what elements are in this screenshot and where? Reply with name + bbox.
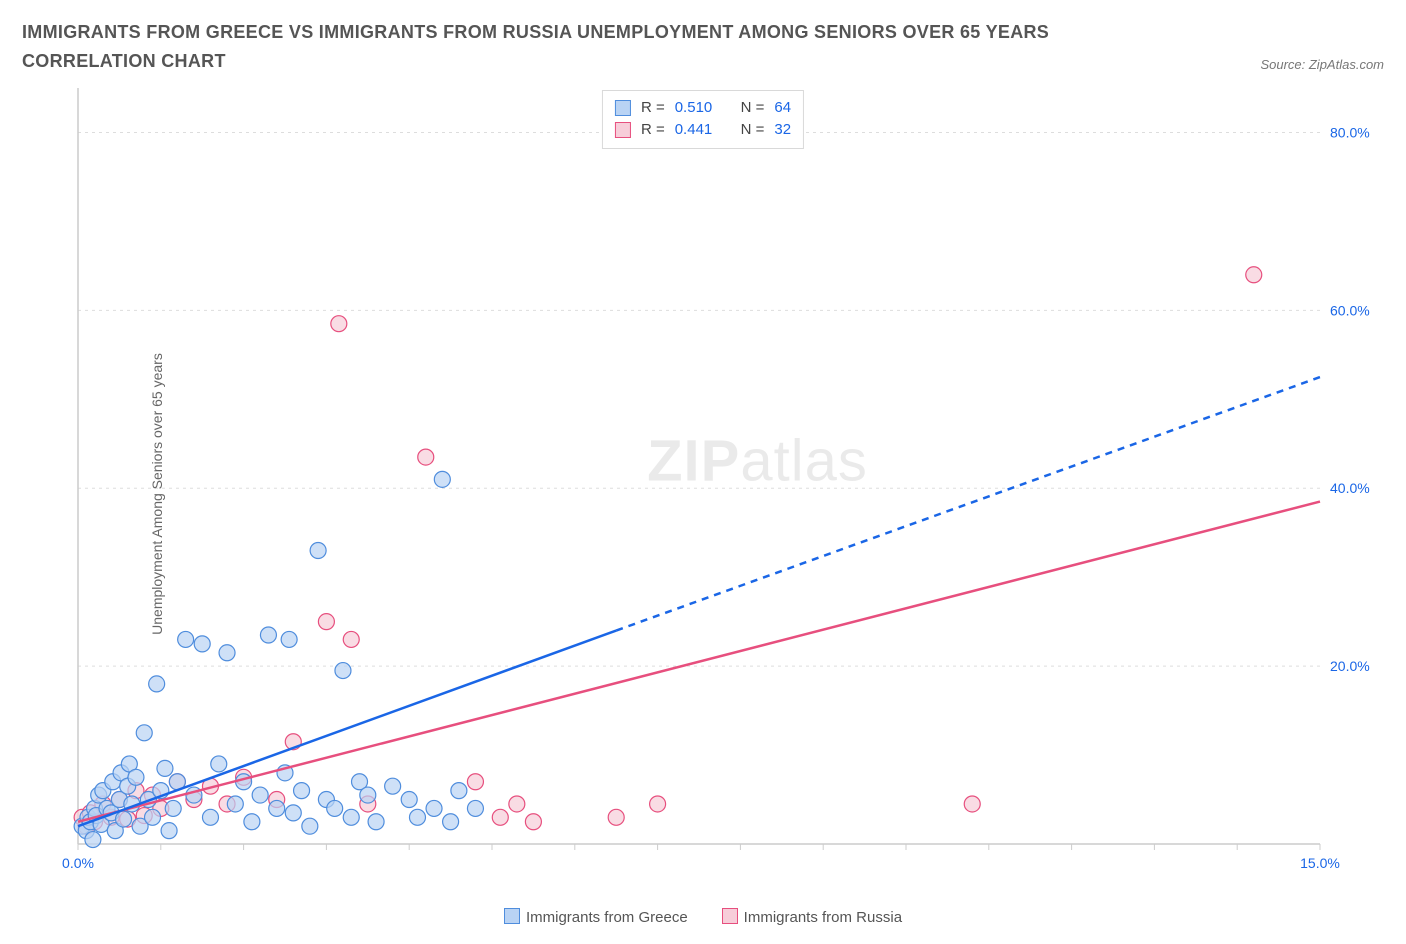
svg-text:60.0%: 60.0% bbox=[1330, 302, 1370, 318]
legend-row-russia: R = 0.441 N = 32 bbox=[615, 119, 791, 142]
series-legend: Immigrants from Greece Immigrants from R… bbox=[22, 908, 1384, 926]
legend-item-russia: Immigrants from Russia bbox=[722, 908, 902, 926]
svg-text:80.0%: 80.0% bbox=[1330, 124, 1370, 140]
legend-row-greece: R = 0.510 N = 64 bbox=[615, 97, 791, 120]
n-value-russia: 32 bbox=[774, 119, 791, 142]
r-value-greece: 0.510 bbox=[675, 97, 713, 120]
correlation-legend: R = 0.510 N = 64 R = 0.441 N = 32 bbox=[602, 90, 804, 149]
chart-title: IMMIGRANTS FROM GREECE VS IMMIGRANTS FRO… bbox=[22, 18, 1142, 76]
y-axis-title: Unemployment Among Seniors over 65 years bbox=[149, 353, 165, 635]
n-value-greece: 64 bbox=[774, 97, 791, 120]
swatch-russia bbox=[615, 122, 631, 138]
scatter-chart: 20.0% 40.0% 60.0% 80.0% 0.0% 15.0% bbox=[22, 84, 1384, 874]
r-value-russia: 0.441 bbox=[675, 119, 713, 142]
svg-text:40.0%: 40.0% bbox=[1330, 480, 1370, 496]
swatch-greece bbox=[615, 100, 631, 116]
source-attribution: Source: ZipAtlas.com bbox=[1260, 57, 1384, 76]
svg-text:0.0%: 0.0% bbox=[62, 855, 94, 871]
chart-container: Unemployment Among Seniors over 65 years… bbox=[22, 84, 1384, 904]
swatch-russia-icon bbox=[722, 908, 738, 924]
svg-text:15.0%: 15.0% bbox=[1300, 855, 1340, 871]
swatch-greece-icon bbox=[504, 908, 520, 924]
legend-item-greece: Immigrants from Greece bbox=[504, 908, 688, 926]
svg-text:20.0%: 20.0% bbox=[1330, 658, 1370, 674]
